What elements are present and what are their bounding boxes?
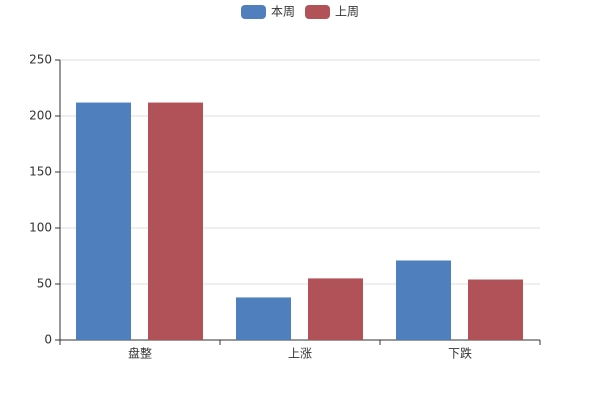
y-tick-label: 200 xyxy=(29,109,52,123)
y-tick-label: 0 xyxy=(44,333,52,347)
legend-icon xyxy=(305,5,330,19)
y-tick-label: 250 xyxy=(29,53,52,67)
x-tick-label: 上涨 xyxy=(288,346,312,361)
bar xyxy=(468,279,523,340)
y-tick-label: 100 xyxy=(29,221,52,235)
y-tick-label: 150 xyxy=(29,165,52,179)
bar xyxy=(396,260,451,340)
x-tick-label: 盘整 xyxy=(128,346,152,361)
bar xyxy=(76,102,131,340)
bar xyxy=(308,278,363,340)
bar xyxy=(148,102,203,340)
bar xyxy=(236,297,291,340)
legend-label: 上周 xyxy=(335,5,359,19)
legend-label: 本周 xyxy=(271,5,295,19)
legend-icon xyxy=(241,5,266,19)
y-tick-label: 50 xyxy=(37,277,52,291)
x-tick-label: 下跌 xyxy=(448,346,472,361)
